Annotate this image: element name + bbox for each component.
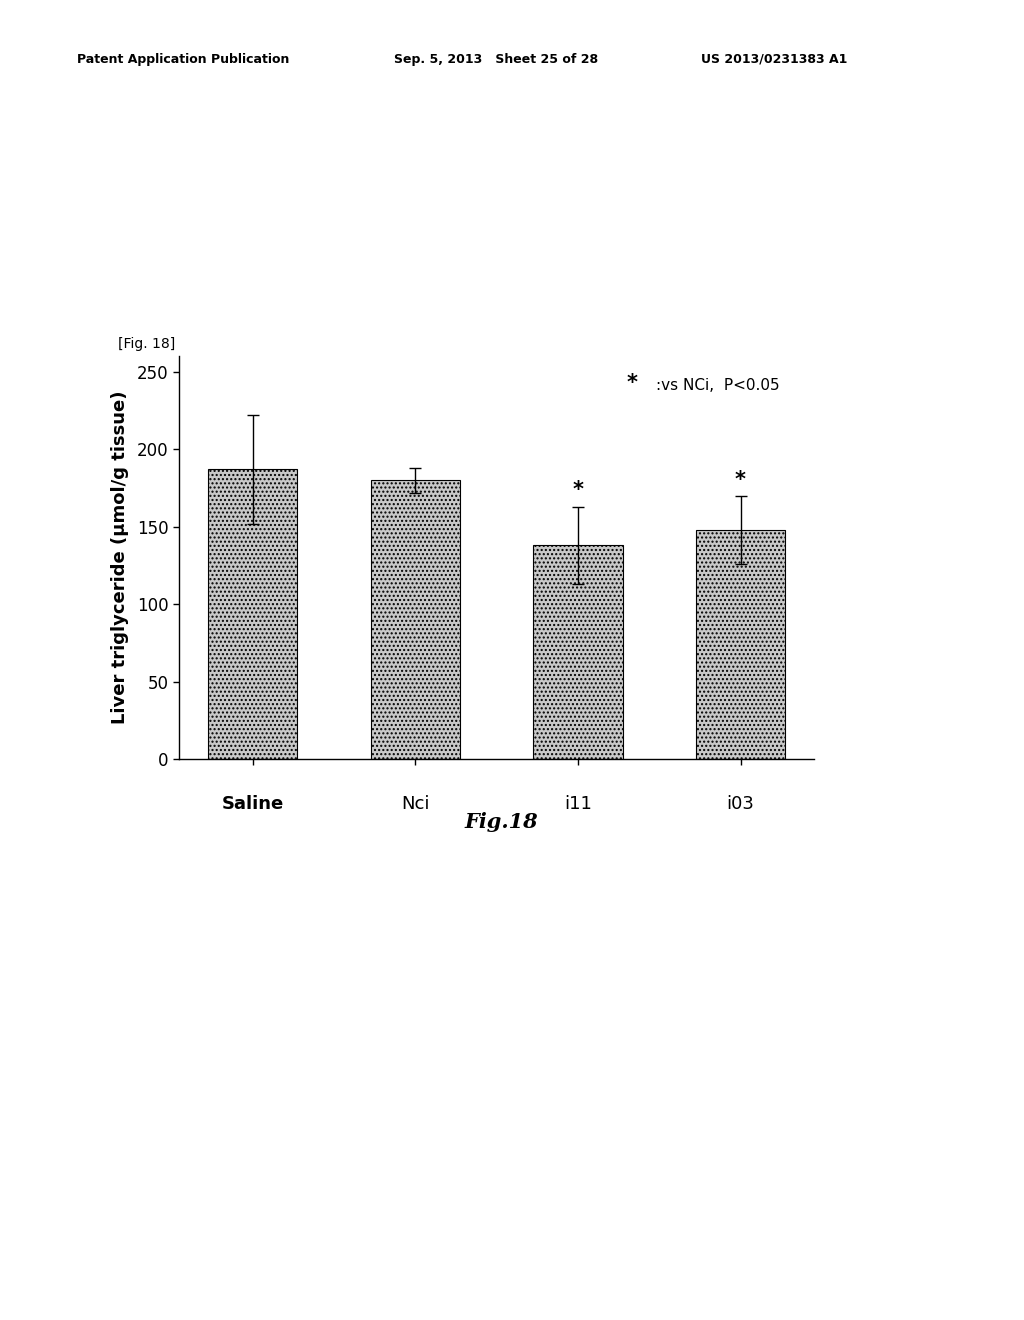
Text: *: * xyxy=(735,470,746,490)
Y-axis label: Liver triglyceride (μmol/g tissue): Liver triglyceride (μmol/g tissue) xyxy=(111,391,129,725)
Text: US 2013/0231383 A1: US 2013/0231383 A1 xyxy=(701,53,848,66)
Text: Saline: Saline xyxy=(221,795,284,813)
Text: Sep. 5, 2013   Sheet 25 of 28: Sep. 5, 2013 Sheet 25 of 28 xyxy=(394,53,598,66)
Text: i11: i11 xyxy=(564,795,592,813)
Text: Nci: Nci xyxy=(401,795,430,813)
Text: i03: i03 xyxy=(727,795,755,813)
Text: :vs NCi,  P<0.05: :vs NCi, P<0.05 xyxy=(656,378,779,393)
Text: Patent Application Publication: Patent Application Publication xyxy=(77,53,289,66)
Bar xyxy=(371,480,460,759)
Text: [Fig. 18]: [Fig. 18] xyxy=(118,337,175,351)
Text: *: * xyxy=(627,374,638,393)
Bar xyxy=(695,529,785,759)
Bar xyxy=(208,470,298,759)
Text: Fig.18: Fig.18 xyxy=(465,812,539,832)
Bar xyxy=(534,545,623,759)
Text: *: * xyxy=(572,480,584,500)
